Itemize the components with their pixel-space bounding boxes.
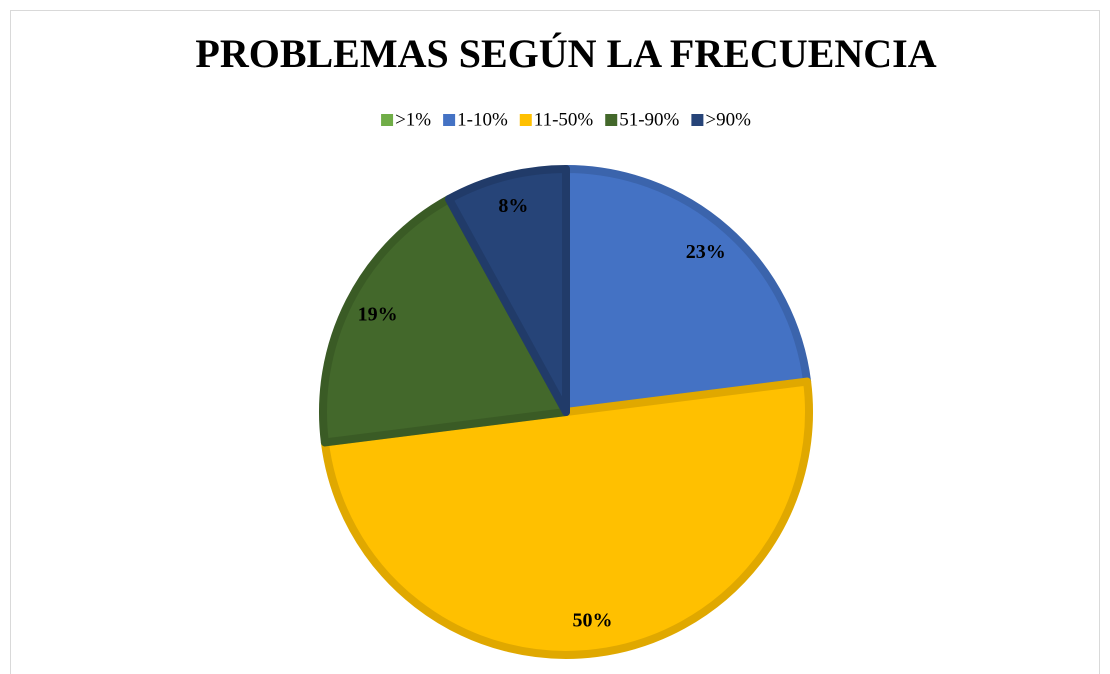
- pie-slice: [320, 377, 813, 659]
- legend-label: 11-50%: [534, 109, 594, 130]
- legend-swatch: [381, 114, 394, 126]
- legend-label: >1%: [395, 109, 431, 130]
- legend-swatch: [519, 114, 532, 126]
- data-label: 23%: [686, 241, 726, 263]
- data-label: 8%: [498, 195, 528, 217]
- pie-slice: [444, 165, 570, 416]
- pie-slice-edge: [319, 195, 570, 447]
- data-label: 50%: [572, 609, 612, 631]
- legend-label: 51-90%: [619, 109, 679, 130]
- legend-swatch: [691, 114, 704, 126]
- legend-swatch: [443, 114, 456, 126]
- chart-title: PROBLEMAS SEGÚN LA FRECUENCIA: [195, 31, 936, 76]
- pie-slice: [319, 195, 570, 447]
- pie-slice-edge: [320, 377, 813, 659]
- legend: >1% 1-10% 11-50% 51-90% >90%: [381, 109, 751, 130]
- legend-label: 1-10%: [457, 109, 508, 130]
- pie-slice-edge: [444, 165, 570, 416]
- pie-slice: [562, 165, 812, 416]
- legend-swatch: [605, 114, 618, 126]
- legend-label: >90%: [705, 109, 751, 130]
- pie-slice-edge: [562, 165, 812, 416]
- data-label: 19%: [358, 304, 398, 326]
